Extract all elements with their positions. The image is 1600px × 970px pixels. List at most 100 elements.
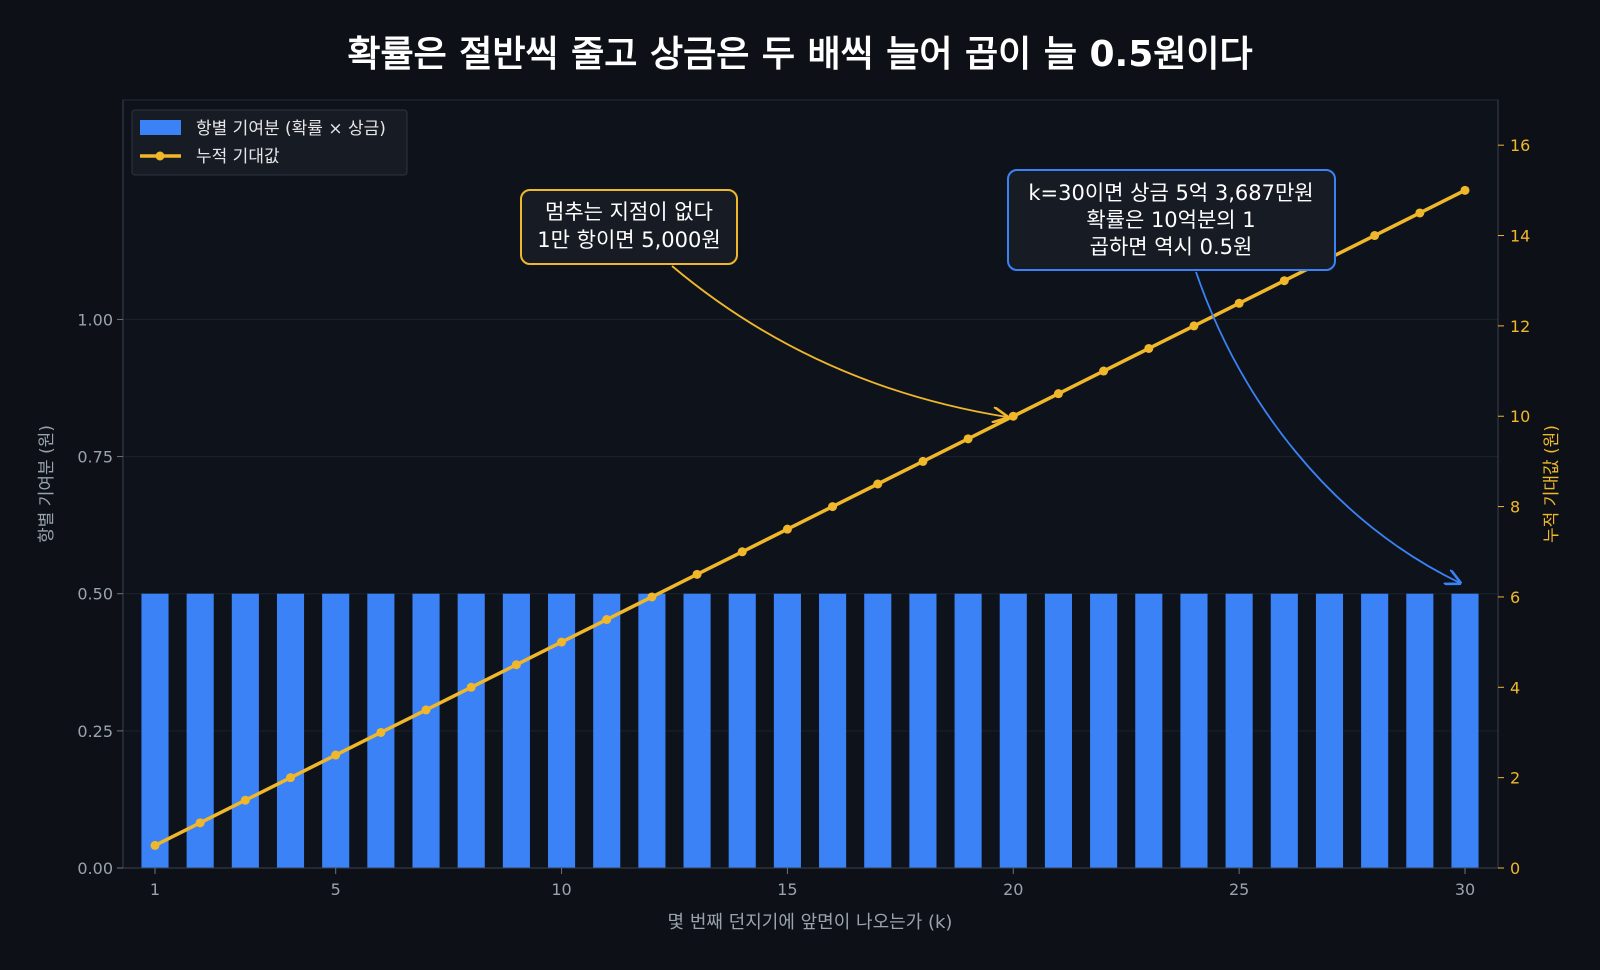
x-tick-label: 30 (1455, 880, 1475, 899)
cumulative-point-k22 (1099, 366, 1109, 376)
cumulative-point-k10 (557, 637, 567, 647)
bar-k26 (1270, 593, 1298, 868)
legend-box (131, 109, 408, 176)
right-tick-label: 12 (1510, 317, 1530, 336)
x-axis-ticks: 1 5 10 15 20 25 30 (150, 868, 1475, 899)
x-tick-label: 15 (777, 880, 797, 899)
cumulative-point-k30 (1460, 185, 1470, 195)
cumulative-point-k13 (692, 569, 702, 579)
legend-bar-label: 항별 기여분 (확률 × 상금) (196, 119, 386, 139)
annotation-no-stop-line-2: 1만 항이면 5,000원 (537, 228, 720, 252)
annotation-k30-box (1007, 169, 1336, 271)
bar-k8 (457, 593, 485, 868)
right-tick-label: 4 (1510, 678, 1520, 697)
cumulative-point-k17 (873, 479, 883, 489)
axes (122, 100, 1499, 869)
right-tick-label: 14 (1510, 227, 1530, 246)
cumulative-point-k21 (1053, 389, 1063, 399)
bar-k20 (999, 593, 1027, 868)
annotation-k30-line-3: 곱하면 역시 0.5원 (1090, 235, 1253, 259)
x-tick-label: 20 (1003, 880, 1023, 899)
cumulative-point-k19 (963, 434, 973, 444)
cumulative-point-k24 (1189, 321, 1199, 331)
bar-k11 (593, 593, 621, 868)
cumulative-point-k29 (1415, 208, 1425, 218)
right-tick-label: 10 (1510, 407, 1530, 426)
cumulative-point-k7 (421, 705, 431, 715)
x-tick-label: 1 (150, 880, 160, 899)
annotation-k30: k=30이면 상금 5억 3,687만원 확률은 10억분의 1 곱하면 역시 … (1007, 169, 1460, 583)
bar-k29 (1406, 593, 1434, 868)
cumulative-point-k12 (647, 592, 657, 602)
bar-series (141, 593, 1479, 868)
legend: 항별 기여분 (확률 × 상금) 누적 기대값 (131, 109, 408, 176)
x-tick-label: 10 (551, 880, 571, 899)
bar-k3 (231, 593, 259, 868)
right-axis-label: 누적 기대값 (원) (1542, 425, 1562, 543)
cumulative-point-k26 (1279, 276, 1289, 286)
cumulative-point-k8 (466, 682, 476, 692)
bar-k30 (1451, 593, 1479, 868)
cumulative-point-k15 (782, 524, 792, 534)
cumulative-point-k25 (1234, 298, 1244, 308)
bar-k18 (909, 593, 937, 868)
bar-k15 (773, 593, 801, 868)
chart-title: 확률은 절반씩 줄고 상금은 두 배씩 늘어 곱이 늘 0.5원이다 (347, 34, 1252, 75)
bar-k23 (1135, 593, 1163, 868)
bar-k21 (1044, 593, 1072, 868)
bar-k17 (864, 593, 892, 868)
right-tick-label: 16 (1510, 136, 1530, 155)
left-tick-label: 0.75 (77, 448, 113, 467)
left-tick-label: 0.25 (77, 722, 113, 741)
left-axis-label: 항별 기여분 (원) (37, 425, 57, 543)
left-axis-ticks: 0.00 0.25 0.50 0.75 1.00 (77, 310, 123, 878)
annotation-k30-arrow (1195, 271, 1460, 583)
right-tick-label: 0 (1510, 859, 1520, 878)
right-tick-label: 6 (1510, 588, 1520, 607)
bar-k24 (1180, 593, 1208, 868)
bar-k5 (322, 593, 350, 868)
bar-k16 (819, 593, 847, 868)
legend-line-label: 누적 기대값 (196, 147, 280, 167)
bar-k7 (412, 593, 440, 868)
bar-k14 (728, 593, 756, 868)
cumulative-point-k9 (511, 660, 521, 670)
annotation-no-stop: 멈추는 지점이 없다 1만 항이면 5,000원 (520, 189, 1007, 417)
cumulative-line (154, 188, 1466, 847)
annotation-k30-line-1: k=30이면 상금 5억 3,687만원 (1028, 181, 1313, 205)
left-tick-label: 0.50 (77, 585, 113, 604)
x-tick-label: 5 (331, 880, 341, 899)
cumulative-point-k3 (240, 795, 250, 805)
annotation-k30-line-2: 확률은 10억분의 1 (1086, 208, 1255, 232)
bar-k19 (954, 593, 982, 868)
bar-k27 (1315, 593, 1344, 868)
legend-line-marker (155, 151, 165, 161)
cumulative-point-k23 (1144, 343, 1154, 353)
bar-k13 (683, 593, 711, 868)
bar-k9 (502, 593, 530, 868)
cumulative-point-k11 (602, 615, 612, 625)
cumulative-point-k14 (737, 547, 747, 557)
cumulative-point-k16 (828, 502, 838, 512)
bar-k10 (548, 593, 576, 868)
right-tick-label: 2 (1510, 769, 1520, 788)
cumulative-point-k4 (286, 773, 296, 783)
cumulative-point-k5 (331, 750, 341, 760)
x-tick-label: 25 (1229, 880, 1249, 899)
cumulative-point-k20 (1008, 411, 1018, 421)
bar-k12 (638, 593, 666, 868)
legend-bar-swatch (140, 120, 181, 135)
x-axis-label: 몇 번째 던지기에 앞면이 나오는가 (k) (668, 912, 953, 933)
annotation-no-stop-line-1: 멈추는 지점이 없다 (545, 200, 713, 224)
left-tick-label: 1.00 (77, 310, 113, 329)
bar-k1 (141, 593, 169, 868)
bar-k22 (1090, 593, 1118, 868)
cumulative-point-k28 (1370, 231, 1380, 241)
bar-k28 (1361, 593, 1389, 868)
bar-k4 (276, 593, 305, 868)
bar-k25 (1225, 593, 1253, 868)
cumulative-point-k1 (150, 840, 160, 850)
right-tick-label: 8 (1510, 498, 1520, 517)
left-tick-label: 0.00 (77, 859, 113, 878)
